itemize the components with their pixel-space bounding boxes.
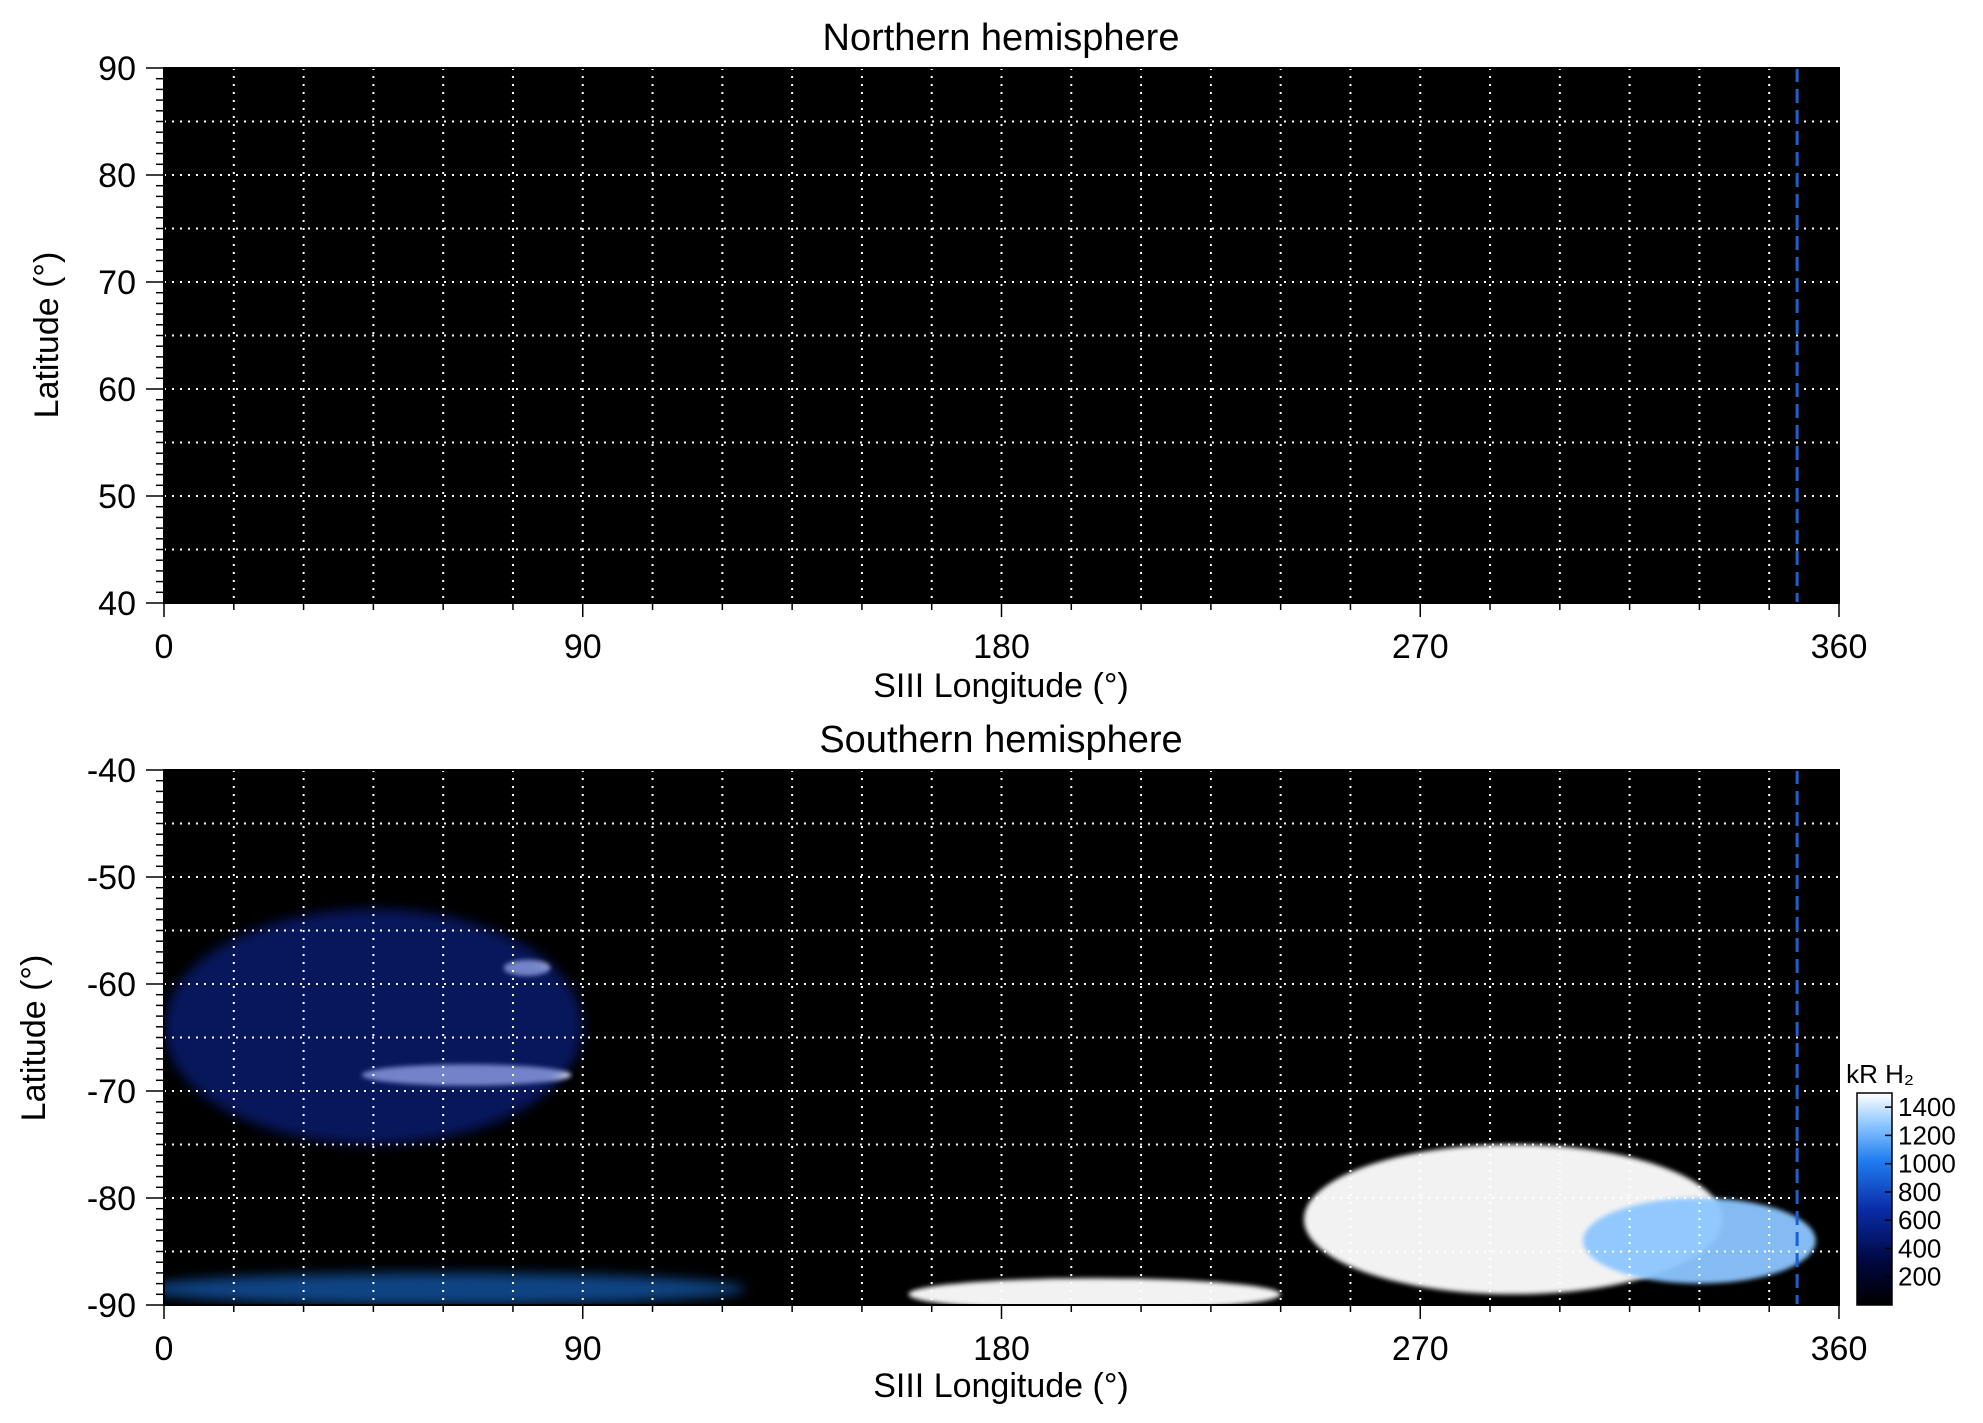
x-tick-label: 180: [973, 1330, 1030, 1368]
y-tick-label: 70: [98, 264, 136, 302]
colorbar-tick-label: 400: [1898, 1233, 1941, 1263]
x-tick-label: 270: [1392, 628, 1449, 666]
colorbar-gradient: [1856, 1092, 1893, 1306]
x-tick-label: 180: [973, 628, 1030, 666]
y-tick-label: 40: [98, 585, 136, 623]
northern-hemisphere-panel: Northern hemisphere 40 50 60 70 80 90 0 90 180 2…: [28, 17, 1867, 705]
y-tick-label: -40: [87, 752, 136, 790]
x-tick-label: 90: [564, 628, 602, 666]
northern-grid: [164, 68, 1839, 603]
northern-panel-title: Northern hemisphere: [823, 17, 1180, 59]
y-tick-label: -80: [87, 1180, 136, 1218]
colorbar-tick-label: 200: [1898, 1262, 1941, 1292]
y-tick-label: 90: [98, 50, 136, 88]
x-tick-label: 0: [155, 628, 174, 666]
y-tick-label: 80: [98, 157, 136, 195]
x-tick-label: 90: [564, 1330, 602, 1368]
y-tick-label: 60: [98, 371, 136, 409]
southern-y-axis-label: Latitude (°): [15, 955, 53, 1122]
colorbar-tick-label: 1400: [1898, 1092, 1956, 1122]
southern-grid: [164, 770, 1839, 1305]
southern-hemisphere-panel: Southern hemisphere -40 -50 -60 -70 -80 -90 0…: [15, 719, 1867, 1405]
x-tick-label: 360: [1811, 628, 1868, 666]
southern-x-axis-label: SIII Longitude (°): [873, 1367, 1129, 1405]
x-tick-label: 0: [155, 1330, 174, 1368]
y-tick-label: -90: [87, 1287, 136, 1325]
y-tick-label: -50: [87, 859, 136, 897]
northern-x-axis-label: SIII Longitude (°): [873, 667, 1129, 705]
colorbar-tick-label: 1200: [1898, 1120, 1956, 1150]
y-tick-label: -60: [87, 966, 136, 1004]
southern-panel-title: Southern hemisphere: [819, 719, 1182, 761]
y-tick-label: -70: [87, 1073, 136, 1111]
x-tick-label: 360: [1811, 1330, 1868, 1368]
northern-y-axis-label: Latitude (°): [28, 252, 66, 419]
northern-x-axis-ticks: 0 90 180 270 360: [155, 603, 1868, 666]
colorbar-tick-label: 800: [1898, 1177, 1941, 1207]
emission-region: [164, 1272, 746, 1305]
y-tick-label: 50: [98, 478, 136, 516]
x-tick-label: 270: [1392, 1330, 1449, 1368]
colorbar-tick-label: 1000: [1898, 1149, 1956, 1179]
emission-region: [1583, 1198, 1816, 1284]
southern-x-axis-ticks: 0 90 180 270 360: [155, 1305, 1868, 1368]
southern-y-axis-ticks: -40 -50 -60 -70 -80 -90: [87, 752, 164, 1325]
northern-y-axis-ticks: 40 50 60 70 80 90: [98, 50, 164, 623]
colorbar-tick-label: 600: [1898, 1205, 1941, 1235]
colorbar-label: kR H₂: [1846, 1059, 1914, 1089]
